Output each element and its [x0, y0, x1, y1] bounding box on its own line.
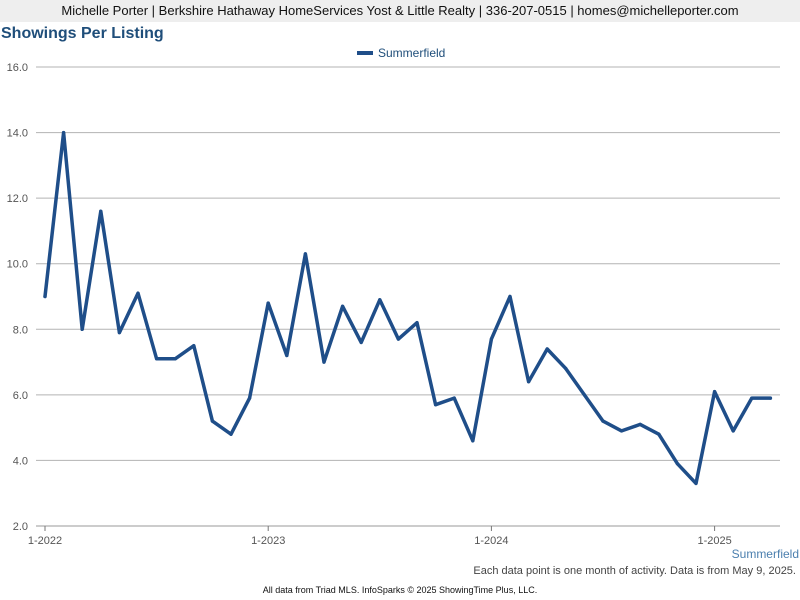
data-point: [378, 298, 382, 302]
data-point: [210, 419, 214, 423]
data-point: [80, 327, 84, 331]
data-point: [471, 439, 475, 443]
legend: Summerfield: [357, 46, 445, 60]
data-point: [638, 422, 642, 426]
data-point: [713, 389, 717, 394]
y-tick-label: 12.0: [7, 193, 28, 205]
x-tick-label: 1-2025: [697, 535, 731, 547]
y-tick-label: 16.0: [7, 62, 28, 74]
data-point: [359, 340, 363, 344]
y-tick-label: 14.0: [7, 128, 28, 140]
data-point: [173, 357, 177, 361]
data-point: [489, 337, 493, 341]
axis-layer: 2.0 4.0 6.0 8.0 10.0 12.0 14.0 16.0 1-2022 1-2023…: [7, 62, 732, 547]
data-point: [322, 360, 326, 364]
x-tick-label: 1-2022: [28, 535, 62, 547]
data-point: [452, 396, 456, 400]
data-point: [117, 330, 121, 335]
data-point: [731, 429, 735, 433]
data-point: [675, 462, 680, 466]
series-layer: [43, 130, 773, 486]
legend-swatch: [357, 51, 373, 55]
data-point: [341, 304, 345, 308]
data-point: [545, 347, 549, 351]
data-point: [248, 396, 252, 400]
data-point: [285, 353, 289, 358]
footer-credit: All data from Triad MLS. InfoSparks © 20…: [262, 585, 538, 595]
x-tick-label: 1-2024: [474, 535, 508, 547]
y-tick-label: 10.0: [7, 259, 28, 271]
data-point: [750, 396, 754, 400]
data-point: [564, 367, 568, 371]
data-point: [582, 393, 587, 397]
data-point: [43, 294, 47, 299]
data-point: [155, 357, 159, 361]
data-point: [62, 130, 66, 135]
data-point: [657, 432, 661, 436]
data-point: [192, 344, 196, 348]
data-point: [303, 252, 307, 256]
chart-title: Showings Per Listing: [1, 25, 164, 42]
x-tick-label: 1-2023: [251, 535, 285, 547]
data-point: [396, 337, 400, 341]
data-point: [99, 209, 103, 213]
data-point: [694, 481, 698, 485]
data-point: [601, 419, 605, 423]
data-note: Each data point is one month of activity…: [473, 565, 796, 577]
data-point: [508, 294, 512, 299]
data-point: [266, 301, 270, 305]
y-tick-label: 8.0: [13, 324, 28, 336]
legend-label: Summerfield: [378, 46, 446, 60]
data-point: [527, 380, 531, 384]
data-point: [229, 432, 233, 436]
grid-layer: [36, 66, 780, 527]
y-tick-label: 2.0: [13, 521, 28, 533]
data-point: [415, 321, 419, 325]
data-point: [136, 291, 140, 295]
data-point: [768, 396, 773, 400]
agent-header: Michelle Porter | Berkshire Hathaway Hom…: [0, 0, 800, 22]
series-end-label: Summerfield: [731, 547, 799, 561]
data-point: [620, 429, 624, 433]
y-tick-label: 4.0: [13, 455, 28, 467]
data-point: [434, 403, 438, 407]
y-tick-label: 6.0: [13, 390, 28, 402]
series-line: [43, 130, 773, 486]
